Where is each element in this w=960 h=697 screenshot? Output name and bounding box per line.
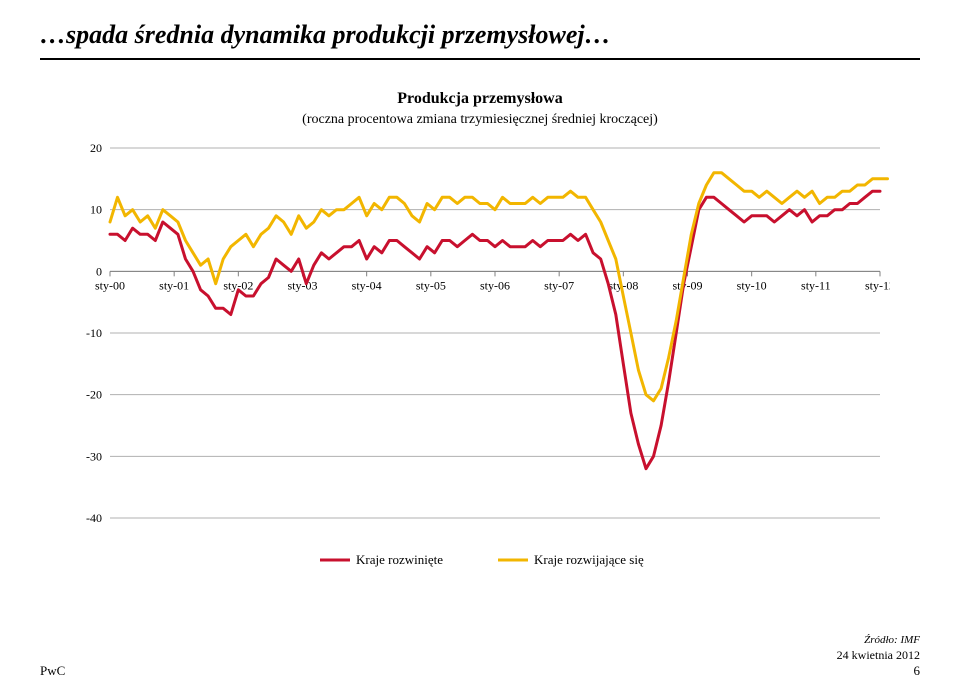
chart-subtitle: (roczna procentowa zmiana trzymiesięczne…: [40, 112, 920, 128]
svg-text:sty-00: sty-00: [95, 278, 125, 292]
svg-text:sty-10: sty-10: [737, 278, 767, 292]
footer: PwC Źródło: IMF 24 kwietnia 2012 6: [40, 634, 920, 679]
slide-title: …spada średnia dynamika produkcji przemy…: [40, 20, 920, 50]
svg-text:0: 0: [96, 264, 102, 278]
svg-text:-10: -10: [86, 326, 102, 340]
svg-text:-20: -20: [86, 388, 102, 402]
svg-text:sty-11: sty-11: [801, 278, 831, 292]
svg-text:sty-04: sty-04: [352, 278, 382, 292]
svg-text:sty-05: sty-05: [416, 278, 446, 292]
footer-date: 24 kwietnia 2012: [837, 648, 920, 663]
svg-text:-30: -30: [86, 449, 102, 463]
svg-text:sty-03: sty-03: [288, 278, 318, 292]
chart-title: Produkcja przemysłowa: [40, 90, 920, 108]
footer-source: Źródło: IMF: [837, 634, 920, 646]
svg-text:Kraje rozwinięte: Kraje rozwinięte: [356, 552, 443, 567]
svg-text:sty-01: sty-01: [159, 278, 189, 292]
svg-text:Kraje rozwijające się: Kraje rozwijające się: [534, 552, 644, 567]
svg-text:sty-09: sty-09: [673, 278, 703, 292]
svg-text:sty-12: sty-12: [865, 278, 890, 292]
chart: 20100-10-20-30-40sty-00sty-01sty-02sty-0…: [70, 138, 890, 578]
footer-brand: PwC: [40, 663, 65, 679]
footer-page: 6: [837, 663, 920, 679]
title-underline: [40, 58, 920, 60]
svg-text:sty-06: sty-06: [480, 278, 510, 292]
svg-text:sty-07: sty-07: [544, 278, 574, 292]
svg-text:-40: -40: [86, 511, 102, 525]
svg-text:20: 20: [90, 141, 102, 155]
svg-text:10: 10: [90, 203, 102, 217]
